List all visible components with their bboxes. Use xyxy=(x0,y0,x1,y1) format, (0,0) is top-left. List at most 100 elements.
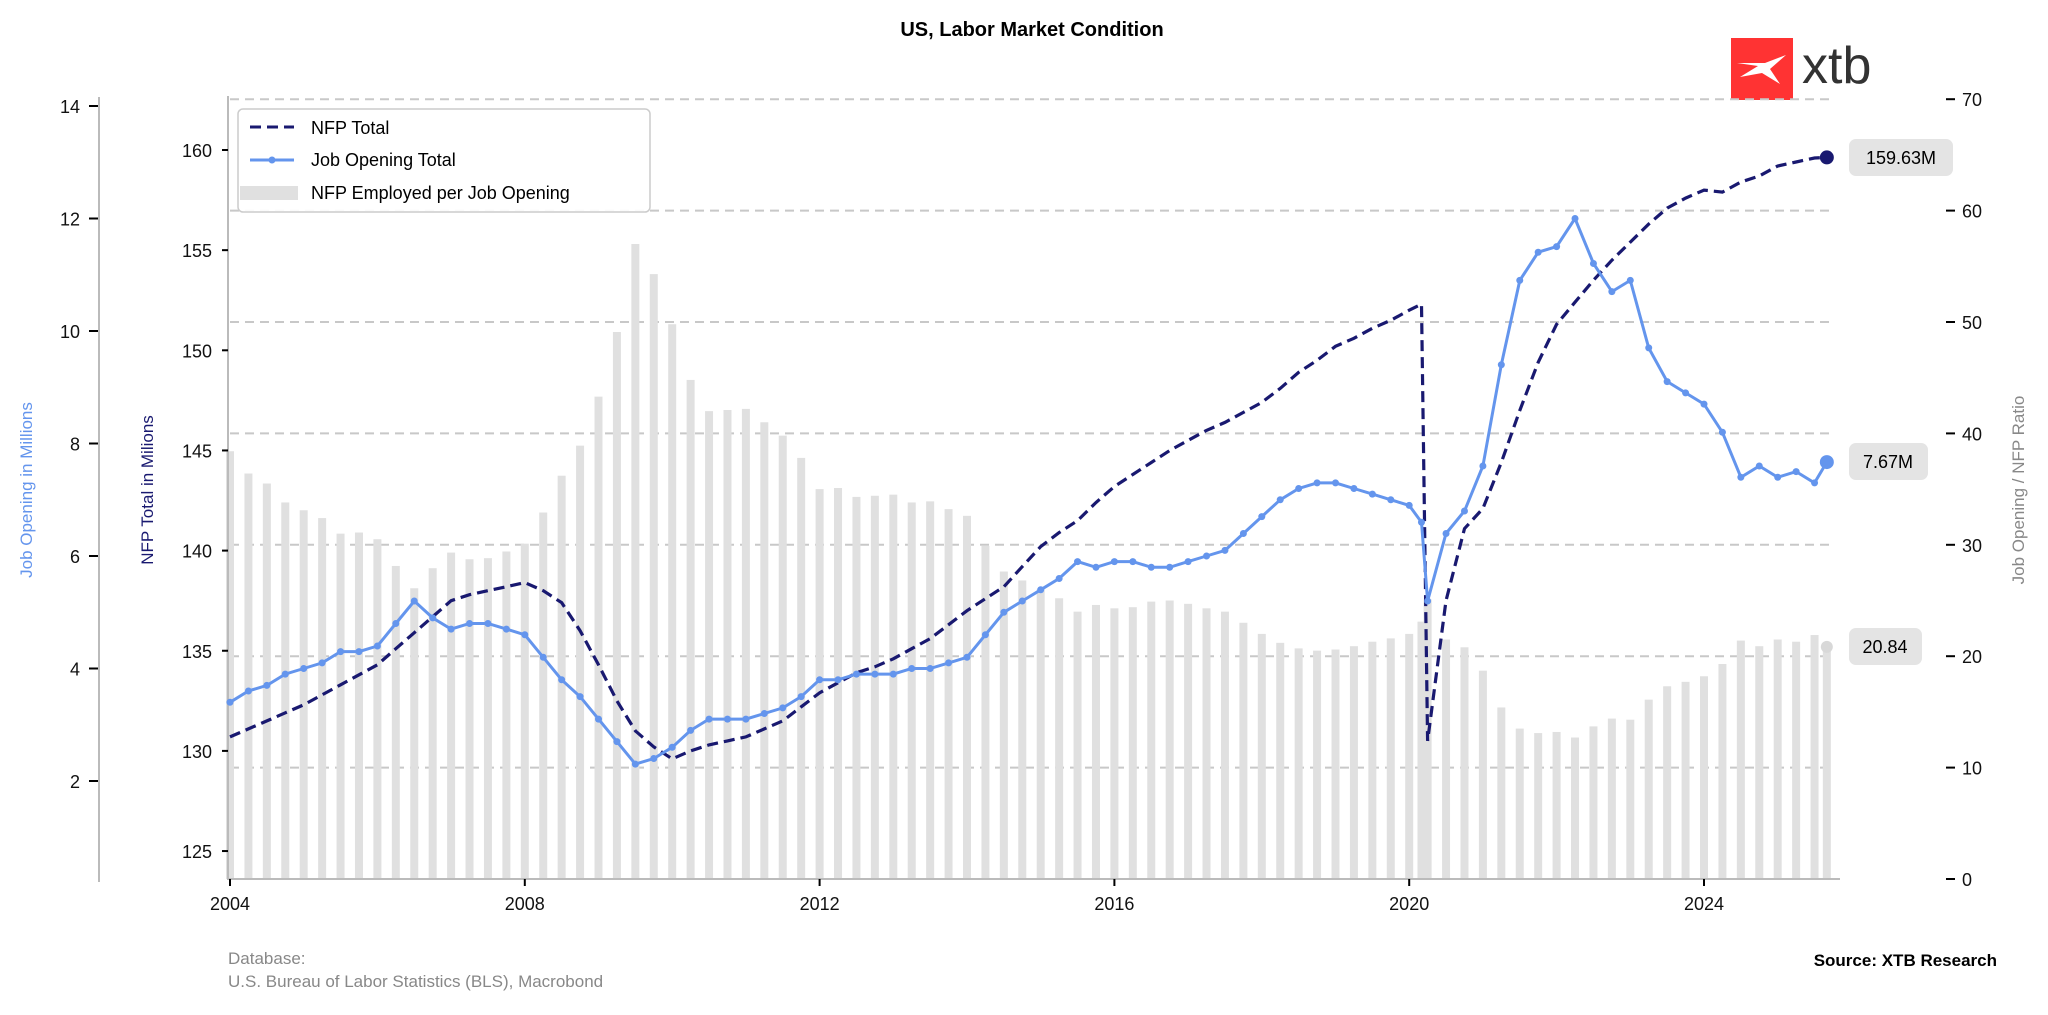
job-opening-point xyxy=(705,715,713,723)
job-opening-point xyxy=(576,693,584,701)
annotation-jo-text: 7.67M xyxy=(1863,452,1913,472)
job-opening-point xyxy=(1774,473,1782,481)
left-inner-tick-label: 130 xyxy=(182,742,212,762)
job-opening-point xyxy=(1589,260,1597,267)
ratio-bar xyxy=(226,451,234,879)
job-opening-point xyxy=(889,670,897,678)
job-opening-point xyxy=(834,676,842,684)
ratio-bar xyxy=(963,515,971,879)
right-axis-label: Job Opening / NFP Ratio xyxy=(2009,396,2028,585)
xtb-logo-x-icon xyxy=(1737,55,1786,84)
right-tick-label: 0 xyxy=(1962,870,1972,890)
ratio-bar xyxy=(1147,601,1156,879)
job-opening-point xyxy=(392,620,400,627)
footer-database-label: Database: xyxy=(228,949,306,968)
ratio-bar xyxy=(668,324,677,879)
job-opening-point xyxy=(1203,552,1211,560)
ratio-bar xyxy=(1755,646,1764,879)
job-opening-point xyxy=(908,665,916,672)
ratio-bar xyxy=(1607,718,1616,879)
left-outer-tick-label: 12 xyxy=(60,210,80,230)
annotation-ratio: 20.84 xyxy=(1849,628,1922,665)
job-opening-point xyxy=(1037,586,1045,594)
job-opening-point xyxy=(1663,378,1671,386)
job-opening-point xyxy=(1718,428,1726,436)
job-opening-point xyxy=(1608,288,1616,296)
ratio-bar xyxy=(336,533,345,879)
job-opening-point xyxy=(1313,479,1321,487)
ratio-bar xyxy=(281,502,290,879)
job-opening-point xyxy=(852,670,860,678)
job-opening-point xyxy=(539,653,547,661)
ratio-bar xyxy=(1257,633,1266,879)
ratio-bar xyxy=(1220,611,1229,879)
job-opening-point xyxy=(1258,513,1266,521)
left-outer-tick-label: 14 xyxy=(60,97,80,117)
job-opening-point xyxy=(723,715,731,723)
ratio-bar xyxy=(262,483,271,879)
x-tick-label: 2016 xyxy=(1094,894,1134,914)
job-opening-point xyxy=(1221,546,1229,554)
ratio-bar xyxy=(447,552,456,879)
legend: NFP Total Job Opening Total NFP Employed… xyxy=(237,108,651,213)
job-opening-point xyxy=(1147,563,1155,571)
left-outer-tick-label: 10 xyxy=(60,322,80,342)
ratio-bar xyxy=(1644,699,1653,879)
ratio-bar xyxy=(631,244,640,879)
job-opening-point xyxy=(1553,243,1561,251)
ratio-bar xyxy=(1700,676,1708,879)
ratio-bar xyxy=(686,379,695,879)
ratio-bar xyxy=(1663,686,1672,879)
job-opening-point xyxy=(558,676,566,684)
ratio-bar xyxy=(1515,728,1524,879)
ratio-bar xyxy=(926,501,935,879)
ratio-bar xyxy=(483,558,492,879)
nfp-total-line xyxy=(229,155,1827,761)
ratio-bar xyxy=(1478,670,1487,879)
job-opening-point xyxy=(1368,490,1376,498)
job-opening-point xyxy=(1737,473,1745,481)
nfp-last-point xyxy=(1819,150,1834,165)
job-opening-point xyxy=(1682,389,1690,397)
legend-ratio-swatch xyxy=(240,186,298,200)
ratio-bar xyxy=(1405,633,1414,879)
ratio-bar xyxy=(1128,607,1137,879)
job-opening-point xyxy=(1700,400,1708,408)
right-tick-label: 50 xyxy=(1962,313,1982,333)
ratio-bar xyxy=(1239,622,1248,879)
job-opening-point xyxy=(613,738,621,746)
legend-jo-label: Job Opening Total xyxy=(311,150,456,170)
ratio-bar xyxy=(1534,733,1543,879)
job-opening-point xyxy=(1645,344,1653,352)
job-opening-point xyxy=(963,653,971,661)
annotation-nfp-text: 159.63M xyxy=(1866,148,1936,168)
job-opening-point xyxy=(429,614,437,622)
job-opening-point xyxy=(281,670,289,678)
job-opening-point xyxy=(1166,563,1174,571)
ratio-bar xyxy=(1571,737,1580,879)
job-opening-point xyxy=(263,681,271,689)
ratio-bar xyxy=(999,571,1008,879)
ratio-bar xyxy=(391,565,400,879)
job-opening-point xyxy=(981,631,989,639)
right-tick-label: 60 xyxy=(1962,202,1982,222)
left-outer-tick-label: 4 xyxy=(70,660,80,680)
ratio-bar xyxy=(1349,646,1358,879)
job-opening-point xyxy=(945,659,953,667)
job-opening-point xyxy=(816,676,824,684)
ratio-bar xyxy=(1331,649,1340,879)
xtb-logo-text: xtb xyxy=(1802,37,1871,95)
ratio-bar xyxy=(1036,589,1045,879)
job-opening-point xyxy=(1092,563,1100,571)
right-tick-label: 40 xyxy=(1962,424,1982,444)
job-opening-point xyxy=(1460,507,1468,515)
job-opening-point xyxy=(742,715,750,723)
ratio-bar xyxy=(410,588,419,879)
job-opening-point xyxy=(1110,558,1118,566)
x-tick-label: 2012 xyxy=(800,894,840,914)
ratio-bar xyxy=(1386,638,1395,879)
job-opening-point xyxy=(300,665,308,672)
ratio-bar xyxy=(1736,640,1745,879)
ratio-bar xyxy=(318,518,327,879)
ratio-bar xyxy=(1368,641,1377,879)
